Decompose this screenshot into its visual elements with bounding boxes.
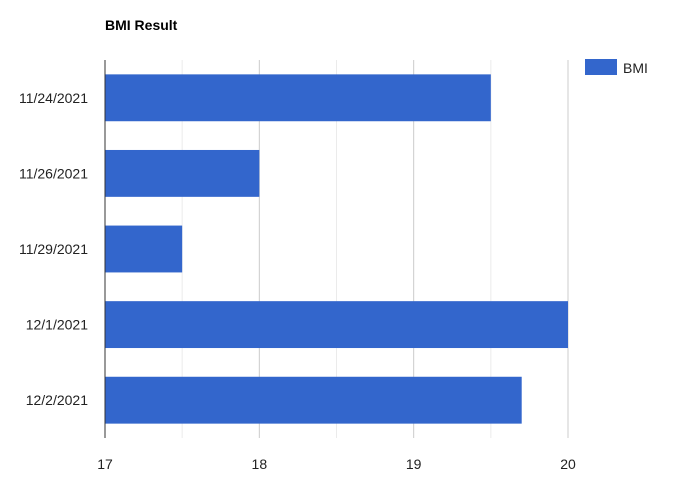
x-tick-labels: 17 18 19 20 (97, 456, 576, 472)
legend[interactable]: BMI (585, 59, 648, 76)
category-label: 12/1/2021 (26, 317, 88, 333)
x-tick-label: 20 (560, 456, 576, 472)
bar[interactable] (105, 301, 568, 349)
bar[interactable] (105, 74, 491, 122)
chart-title: BMI Result (105, 17, 178, 33)
bar[interactable] (105, 149, 260, 197)
category-labels: 11/24/2021 11/26/2021 11/29/2021 12/1/2021 1… (19, 90, 88, 408)
category-label: 11/24/2021 (19, 90, 88, 106)
category-label: 12/2/2021 (26, 392, 88, 408)
legend-label-bmi: BMI (623, 60, 648, 76)
major-gridlines (258, 60, 569, 438)
x-tick-label: 18 (252, 456, 268, 472)
category-label: 11/29/2021 (19, 241, 88, 257)
minor-gridlines (181, 60, 492, 438)
bars (105, 74, 568, 424)
x-tick-label: 19 (406, 456, 422, 472)
category-label: 11/26/2021 (19, 165, 88, 181)
x-tick-label: 17 (97, 456, 113, 472)
legend-swatch-bmi (585, 59, 617, 75)
bar[interactable] (105, 376, 522, 424)
bar[interactable] (105, 225, 183, 273)
